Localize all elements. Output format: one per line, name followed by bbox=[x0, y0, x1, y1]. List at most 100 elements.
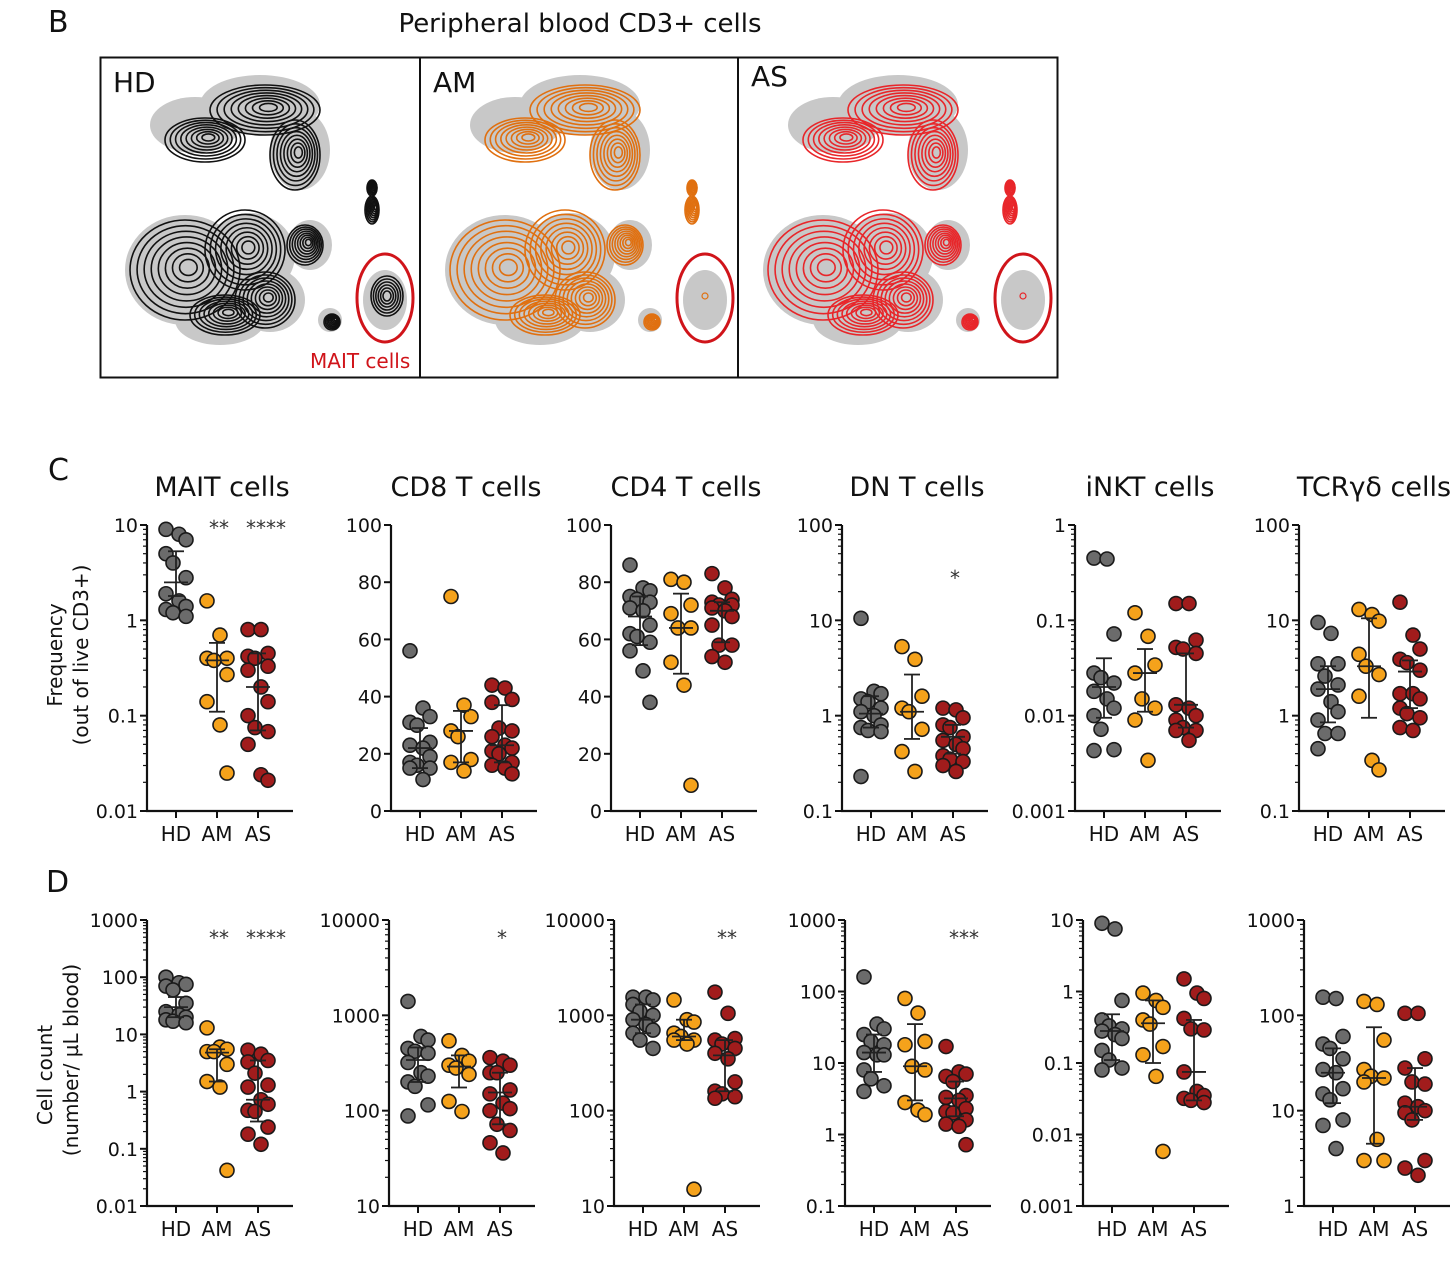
data-point bbox=[260, 658, 276, 675]
data-point bbox=[1399, 654, 1415, 671]
contour-line bbox=[174, 121, 238, 157]
data-point bbox=[707, 984, 723, 1000]
data-point bbox=[461, 1066, 477, 1083]
contour-line bbox=[494, 121, 558, 157]
contour-line bbox=[928, 142, 944, 164]
y-tick-label: 0.1 bbox=[108, 706, 138, 728]
contour-line bbox=[606, 138, 629, 168]
contour-line bbox=[879, 240, 894, 255]
data-point bbox=[178, 608, 194, 625]
data-point bbox=[1405, 722, 1421, 739]
data-point bbox=[1196, 1094, 1212, 1111]
data-point bbox=[1328, 1140, 1344, 1157]
contour-line bbox=[622, 236, 634, 250]
series-am bbox=[666, 992, 702, 1198]
data-point bbox=[443, 588, 459, 605]
significance-marker: ** bbox=[717, 926, 737, 950]
x-tick-label: AM bbox=[446, 822, 477, 846]
contour-line bbox=[845, 302, 884, 325]
data-point bbox=[1397, 1005, 1413, 1022]
contour-line bbox=[827, 294, 899, 336]
contour-line bbox=[449, 219, 561, 321]
contour-line bbox=[244, 97, 291, 119]
contour-line bbox=[190, 128, 225, 148]
x-tick-label: HD bbox=[856, 822, 886, 846]
flow-panel-label: HD bbox=[113, 66, 156, 99]
contour-line bbox=[868, 92, 941, 126]
contour-line bbox=[1011, 204, 1016, 211]
flow-panel-label: AS bbox=[751, 60, 788, 93]
mait-contour bbox=[377, 284, 397, 308]
y-tick-label: 0.01 bbox=[1024, 706, 1066, 728]
x-tick-label: AS bbox=[709, 822, 735, 846]
data-point bbox=[1093, 669, 1109, 686]
panel-d-letter: D bbox=[46, 865, 69, 900]
contour-line bbox=[934, 232, 956, 255]
data-point bbox=[1335, 1028, 1351, 1045]
data-point bbox=[420, 1068, 436, 1084]
x-tick-label: AM bbox=[202, 1217, 233, 1241]
significance-marker: * bbox=[497, 926, 507, 950]
data-point bbox=[1369, 996, 1385, 1013]
data-point bbox=[914, 721, 930, 738]
contour-line bbox=[624, 238, 633, 247]
contour-line bbox=[932, 230, 957, 258]
contour-line bbox=[291, 228, 321, 261]
data-point bbox=[1310, 655, 1326, 672]
series-as bbox=[484, 677, 520, 782]
chart-title: MAIT cells bbox=[154, 472, 289, 503]
data-point bbox=[894, 743, 910, 760]
series-am bbox=[663, 571, 699, 794]
data-point bbox=[642, 617, 658, 633]
contour-line bbox=[550, 231, 585, 265]
data-point bbox=[240, 662, 256, 678]
contour-line bbox=[283, 134, 311, 173]
data-point bbox=[914, 688, 930, 705]
contour-line bbox=[536, 86, 635, 133]
data-point bbox=[958, 1066, 974, 1082]
x-tick-label: HD bbox=[405, 822, 435, 846]
contour-line bbox=[875, 94, 935, 123]
contour-line bbox=[852, 218, 916, 281]
y-tick-label: 0.1 bbox=[1044, 1053, 1074, 1075]
data-point bbox=[632, 1032, 648, 1048]
data-point bbox=[1106, 741, 1122, 758]
data-point bbox=[247, 1065, 263, 1081]
data-point bbox=[502, 1100, 518, 1117]
data-point bbox=[645, 1040, 661, 1057]
data-point bbox=[219, 1162, 235, 1179]
panel-c-letter: C bbox=[48, 453, 69, 488]
data-point bbox=[502, 1082, 518, 1098]
data-point bbox=[1140, 628, 1156, 645]
contour-line bbox=[225, 226, 269, 271]
data-point bbox=[1323, 625, 1339, 642]
data-point bbox=[622, 557, 638, 573]
mait-contour bbox=[382, 290, 392, 302]
data-point bbox=[1086, 707, 1102, 724]
background-contour bbox=[908, 110, 968, 190]
contour-line bbox=[223, 89, 309, 130]
contour-line bbox=[143, 230, 229, 309]
y-tick-label: 0.1 bbox=[1260, 801, 1290, 823]
contour-line bbox=[693, 204, 698, 211]
data-point bbox=[1094, 915, 1110, 932]
data-point bbox=[1412, 691, 1428, 707]
y-tick-label: 1 bbox=[126, 1082, 138, 1104]
data-point bbox=[1376, 1152, 1392, 1169]
contour-line bbox=[836, 298, 892, 331]
contour-line bbox=[550, 92, 623, 126]
contour-line bbox=[540, 222, 593, 276]
y-tick-label: 1000 bbox=[557, 1005, 605, 1027]
contour-line bbox=[241, 240, 256, 255]
contour-line bbox=[917, 130, 952, 178]
y-tick-label: 1 bbox=[1278, 706, 1290, 728]
data-point bbox=[260, 772, 276, 789]
contour-line bbox=[201, 133, 216, 142]
contour-line bbox=[532, 304, 563, 323]
chart-title: DN T cells bbox=[849, 472, 984, 503]
series-hd bbox=[400, 993, 436, 1124]
chart-d-6: 1 10 100 1000 HD AM AS bbox=[1247, 910, 1450, 1241]
data-point bbox=[1196, 990, 1212, 1007]
x-tick-label: AS bbox=[940, 822, 966, 846]
